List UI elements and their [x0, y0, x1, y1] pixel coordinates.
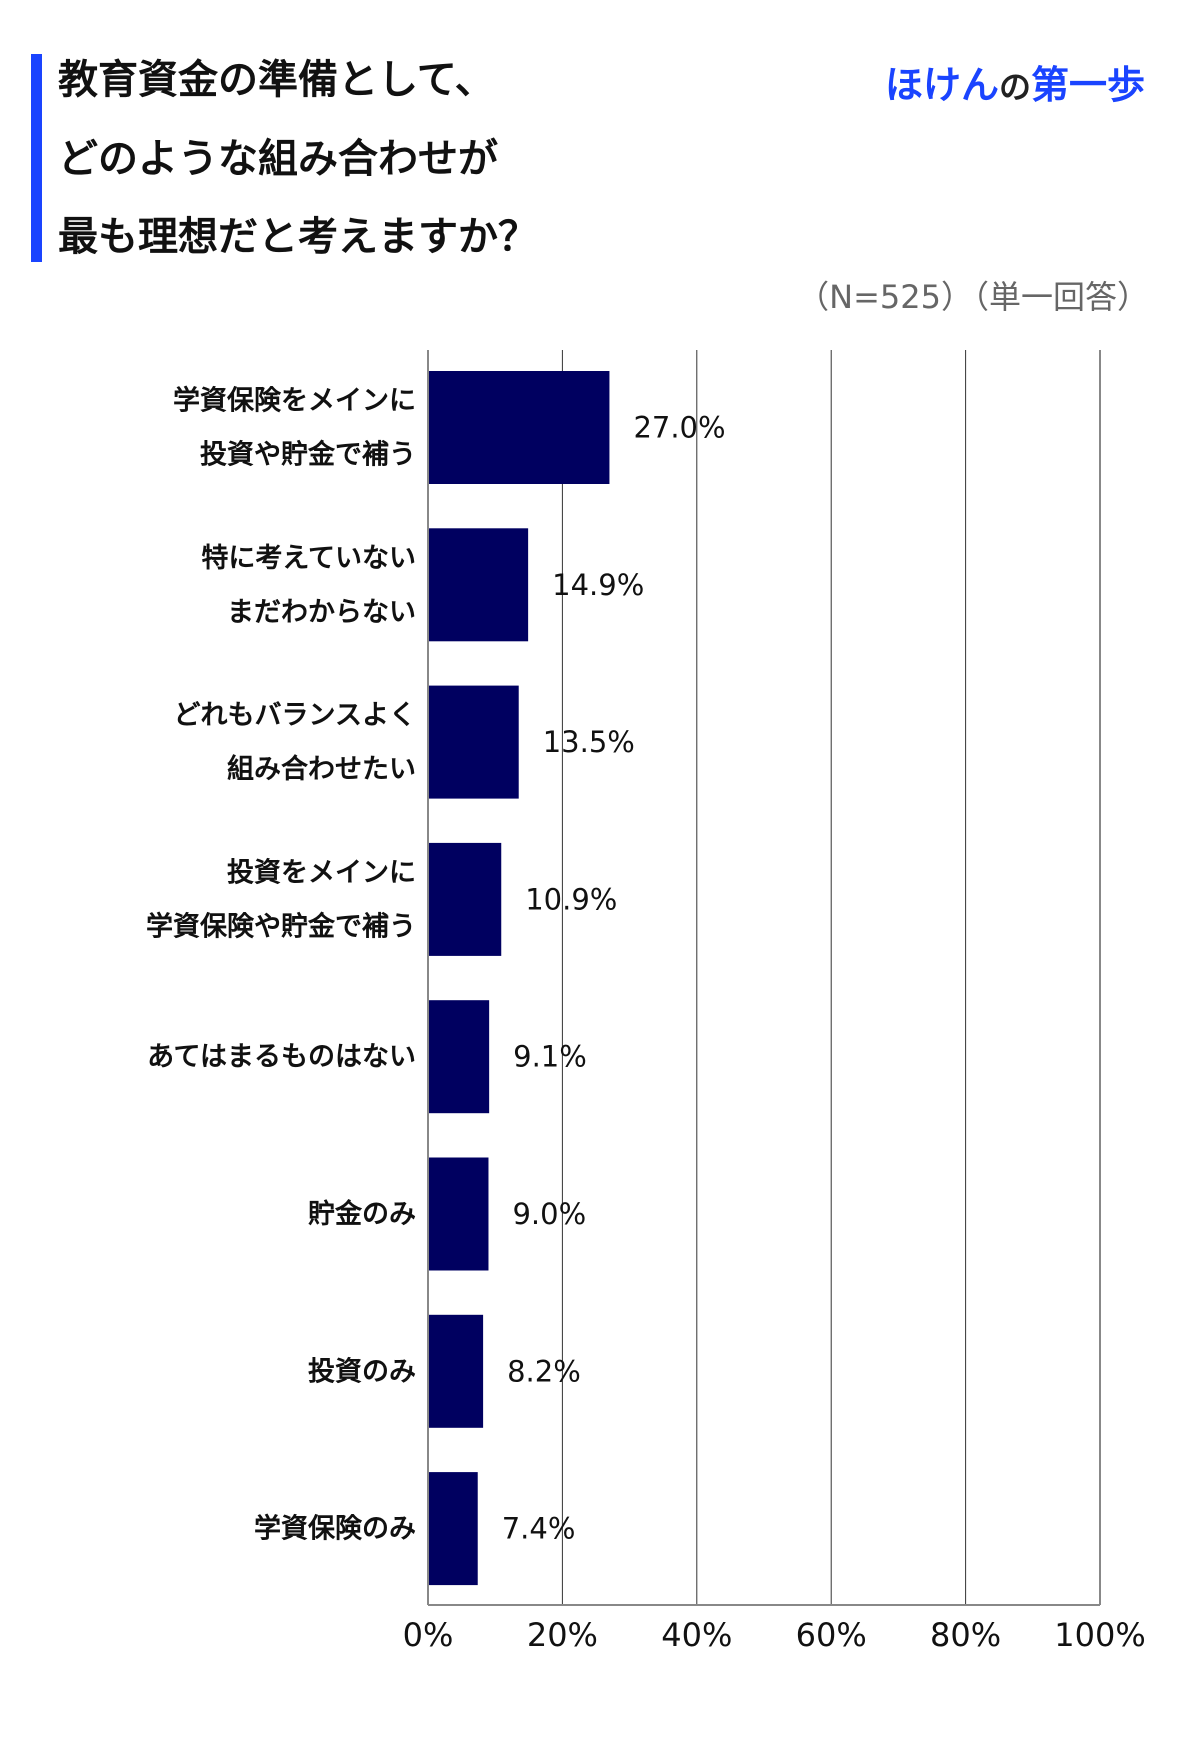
value-label-7: 7.4%	[502, 1512, 576, 1546]
category-label-5-line-0: 貯金のみ	[308, 1198, 416, 1230]
bar-3	[428, 842, 502, 956]
value-label-5: 9.0%	[512, 1197, 586, 1231]
value-label-2: 13.5%	[543, 725, 635, 759]
category-label-6-line-0: 投資のみ	[308, 1356, 416, 1387]
category-label-7-line-0: 学資保険のみ	[254, 1513, 416, 1545]
value-label-1: 14.9%	[552, 568, 644, 602]
logo-part-2: の	[998, 68, 1031, 106]
x-tick-label-20: 20%	[527, 1616, 598, 1654]
value-label-6: 8.2%	[507, 1354, 581, 1388]
chart-title-line-1: 教育資金の準備として、	[58, 57, 495, 103]
x-tick-label-40: 40%	[661, 1616, 732, 1654]
brand-logo: ほけんの第一歩	[885, 54, 1145, 109]
category-label-3-line-0: 投資をメインに	[227, 857, 416, 888]
chart-title-line-2: どのような組み合わせが	[58, 136, 498, 182]
category-label-1-line-1: まだわからない	[227, 597, 416, 628]
logo-part-3: 第一歩	[1030, 63, 1145, 107]
category-label-4-line-0: あてはまるものはない	[147, 1042, 416, 1073]
category-label-2-line-1: 組み合わせたい	[227, 753, 416, 785]
x-tick-label-100: 100%	[1054, 1616, 1145, 1654]
category-label-0-line-1: 投資や貯金で補う	[200, 439, 416, 471]
value-label-4: 9.1%	[513, 1040, 587, 1074]
x-tick-label-0: 0%	[403, 1616, 454, 1654]
bar-0	[428, 371, 610, 484]
x-tick-label-80: 80%	[930, 1616, 1001, 1654]
chart-title-line-3: 最も理想だと考えますか？	[58, 214, 538, 260]
value-label-3: 10.9%	[525, 882, 617, 916]
bar-7	[428, 1472, 478, 1586]
bar-1	[428, 528, 529, 642]
bar-2	[428, 685, 519, 799]
bar-4	[428, 1000, 490, 1114]
title-accent-bar	[31, 54, 42, 262]
x-tick-label-60: 60%	[796, 1616, 867, 1654]
sample-size-note: （N=525）（単一回答）	[797, 278, 1149, 316]
bar-5	[428, 1157, 489, 1271]
value-label-0: 27.0%	[633, 411, 725, 445]
logo-part-1: ほけん	[884, 63, 999, 107]
category-label-2-line-0: どれもバランスよく	[174, 700, 416, 731]
bar-6	[428, 1314, 484, 1428]
category-label-3-line-1: 学資保険や貯金で補う	[146, 910, 416, 942]
category-label-1-line-0: 特に考えていない	[201, 543, 416, 574]
category-label-0-line-0: 学資保険をメインに	[173, 385, 416, 417]
